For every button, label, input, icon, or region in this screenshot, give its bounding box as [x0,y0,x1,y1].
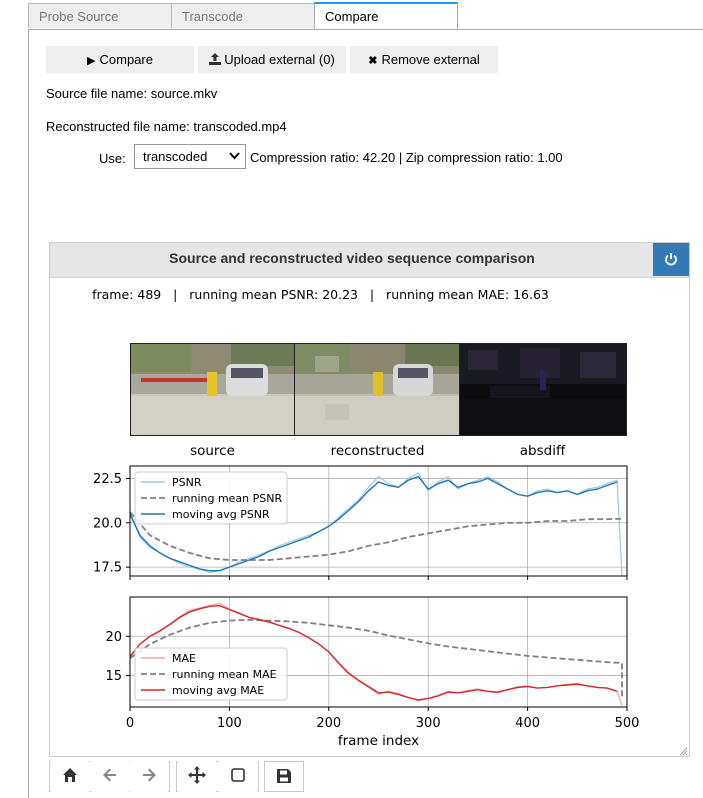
home-button[interactable] [51,761,89,792]
move-icon [188,766,206,784]
tab-compare[interactable]: Compare [314,2,458,29]
back-arrow-icon [103,768,116,782]
forward-button[interactable] [130,761,168,792]
tab-transcode[interactable]: Transcode [171,3,315,28]
zoom-rect-icon [231,768,245,782]
close-icon: ✖ [368,55,378,67]
upload-external-button[interactable]: Upload external (0) [198,46,346,73]
series-line-moving-avg-psnr [129,475,618,572]
y-tick-label: 15 [105,669,122,684]
axes-frame [129,596,628,708]
series-line-running-mean-psnr [129,511,623,561]
absdiff-frame [459,343,627,436]
series-line-psnr [129,472,623,577]
source-label: source [190,443,235,459]
legend-label: moving avg PSNR [172,508,270,521]
legend-label: PSNR [172,476,202,489]
use-label: Use: [99,151,126,166]
series-line-moving-avg-mae [129,604,618,701]
chevron-down-icon [229,145,240,176]
tab-bar: Probe Source Transcode Compare [28,2,703,30]
x-tick-label: 200 [316,716,341,731]
axes-frame [129,465,628,577]
pan-button[interactable] [178,761,216,792]
save-button[interactable] [264,761,304,792]
legend-box [134,647,288,701]
reconstructed-file-name: Reconstructed file name: transcoded.mp4 [46,119,287,134]
x-axis-label: frame index [338,733,419,749]
power-icon [665,253,677,266]
compression-ratios: Compression ratio: 42.20 | Zip compressi… [250,150,563,165]
y-tick-label: 22.5 [93,472,122,487]
resize-handle[interactable] [678,744,688,756]
x-tick-label: 0 [126,716,134,731]
play-icon: ▶ [87,55,96,67]
upload-external-label: Upload external (0) [224,52,335,67]
legend-label: moving avg MAE [172,684,264,697]
forward-arrow-icon [143,768,156,782]
y-tick-label: 20 [105,630,122,645]
reconstructed-label: reconstructed [330,443,425,459]
compare-button[interactable]: ▶ Compare [46,46,194,73]
remove-external-button[interactable]: ✖ Remove external [350,46,498,73]
comparison-status: frame: 489 | running mean PSNR: 20.23 | … [92,287,549,302]
power-button[interactable] [653,243,689,276]
x-tick-label: 300 [416,716,441,731]
legend-label: running mean PSNR [172,492,282,505]
use-select[interactable]: transcoded [134,144,246,169]
x-tick-label: 500 [615,716,640,731]
reconstructed-frame [294,343,460,436]
series-line-running-mean-mae [129,618,623,700]
home-icon [63,768,77,782]
tab-probe-source[interactable]: Probe Source [28,3,172,28]
use-select-value: transcoded [143,149,208,164]
x-tick-label: 100 [217,716,242,731]
absdiff-label: absdiff [519,443,566,459]
zoom-button[interactable] [219,761,257,792]
remove-external-label: Remove external [381,52,480,67]
source-frame [130,343,295,436]
content-border [28,29,29,798]
back-button[interactable] [91,761,129,792]
legend-box [134,471,288,525]
x-tick-label: 400 [515,716,540,731]
y-tick-label: 20.0 [93,516,122,531]
comparison-figure-panel: Source and reconstructed video sequence … [49,242,690,757]
figure-title: Source and reconstructed video sequence … [169,250,535,266]
save-icon [277,769,291,783]
upload-icon [209,53,222,65]
compare-button-label: Compare [99,52,153,67]
figure-header: Source and reconstructed video sequence … [50,243,689,278]
y-tick-label: 17.5 [93,561,122,576]
legend-label: MAE [172,652,196,665]
legend-label: running mean MAE [172,668,277,681]
source-file-name: Source file name: source.mkv [46,86,218,101]
